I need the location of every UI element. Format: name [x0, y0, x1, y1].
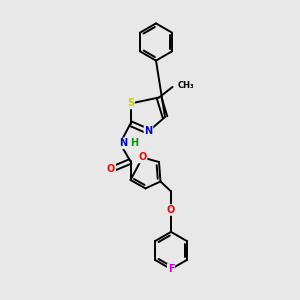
Text: O: O — [167, 205, 175, 215]
Text: O: O — [138, 152, 147, 163]
Text: CH₃: CH₃ — [178, 81, 194, 90]
Text: H: H — [130, 138, 139, 148]
Text: N: N — [119, 138, 128, 148]
Text: N: N — [144, 126, 153, 136]
Text: F: F — [168, 264, 174, 274]
Text: S: S — [127, 98, 134, 109]
Text: O: O — [107, 164, 115, 175]
